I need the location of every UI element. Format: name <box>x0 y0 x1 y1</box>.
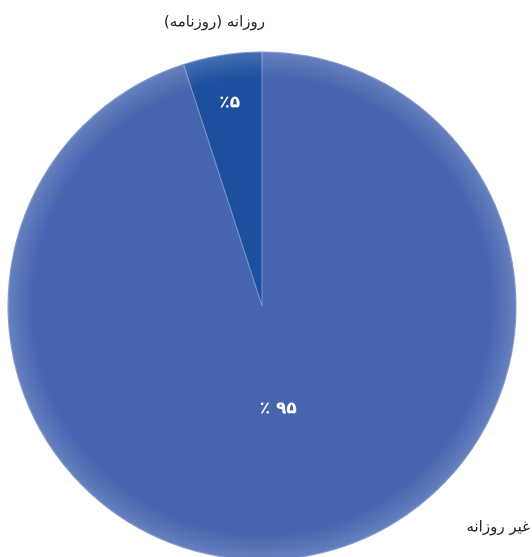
data-label: ٪ ۹۵ <box>260 399 297 419</box>
pie-rim <box>8 52 516 557</box>
category-label: غیر روزانه <box>466 518 530 536</box>
data-label: ٪۵ <box>219 93 240 113</box>
category-label: روزانه (روزنامه) <box>164 13 265 31</box>
